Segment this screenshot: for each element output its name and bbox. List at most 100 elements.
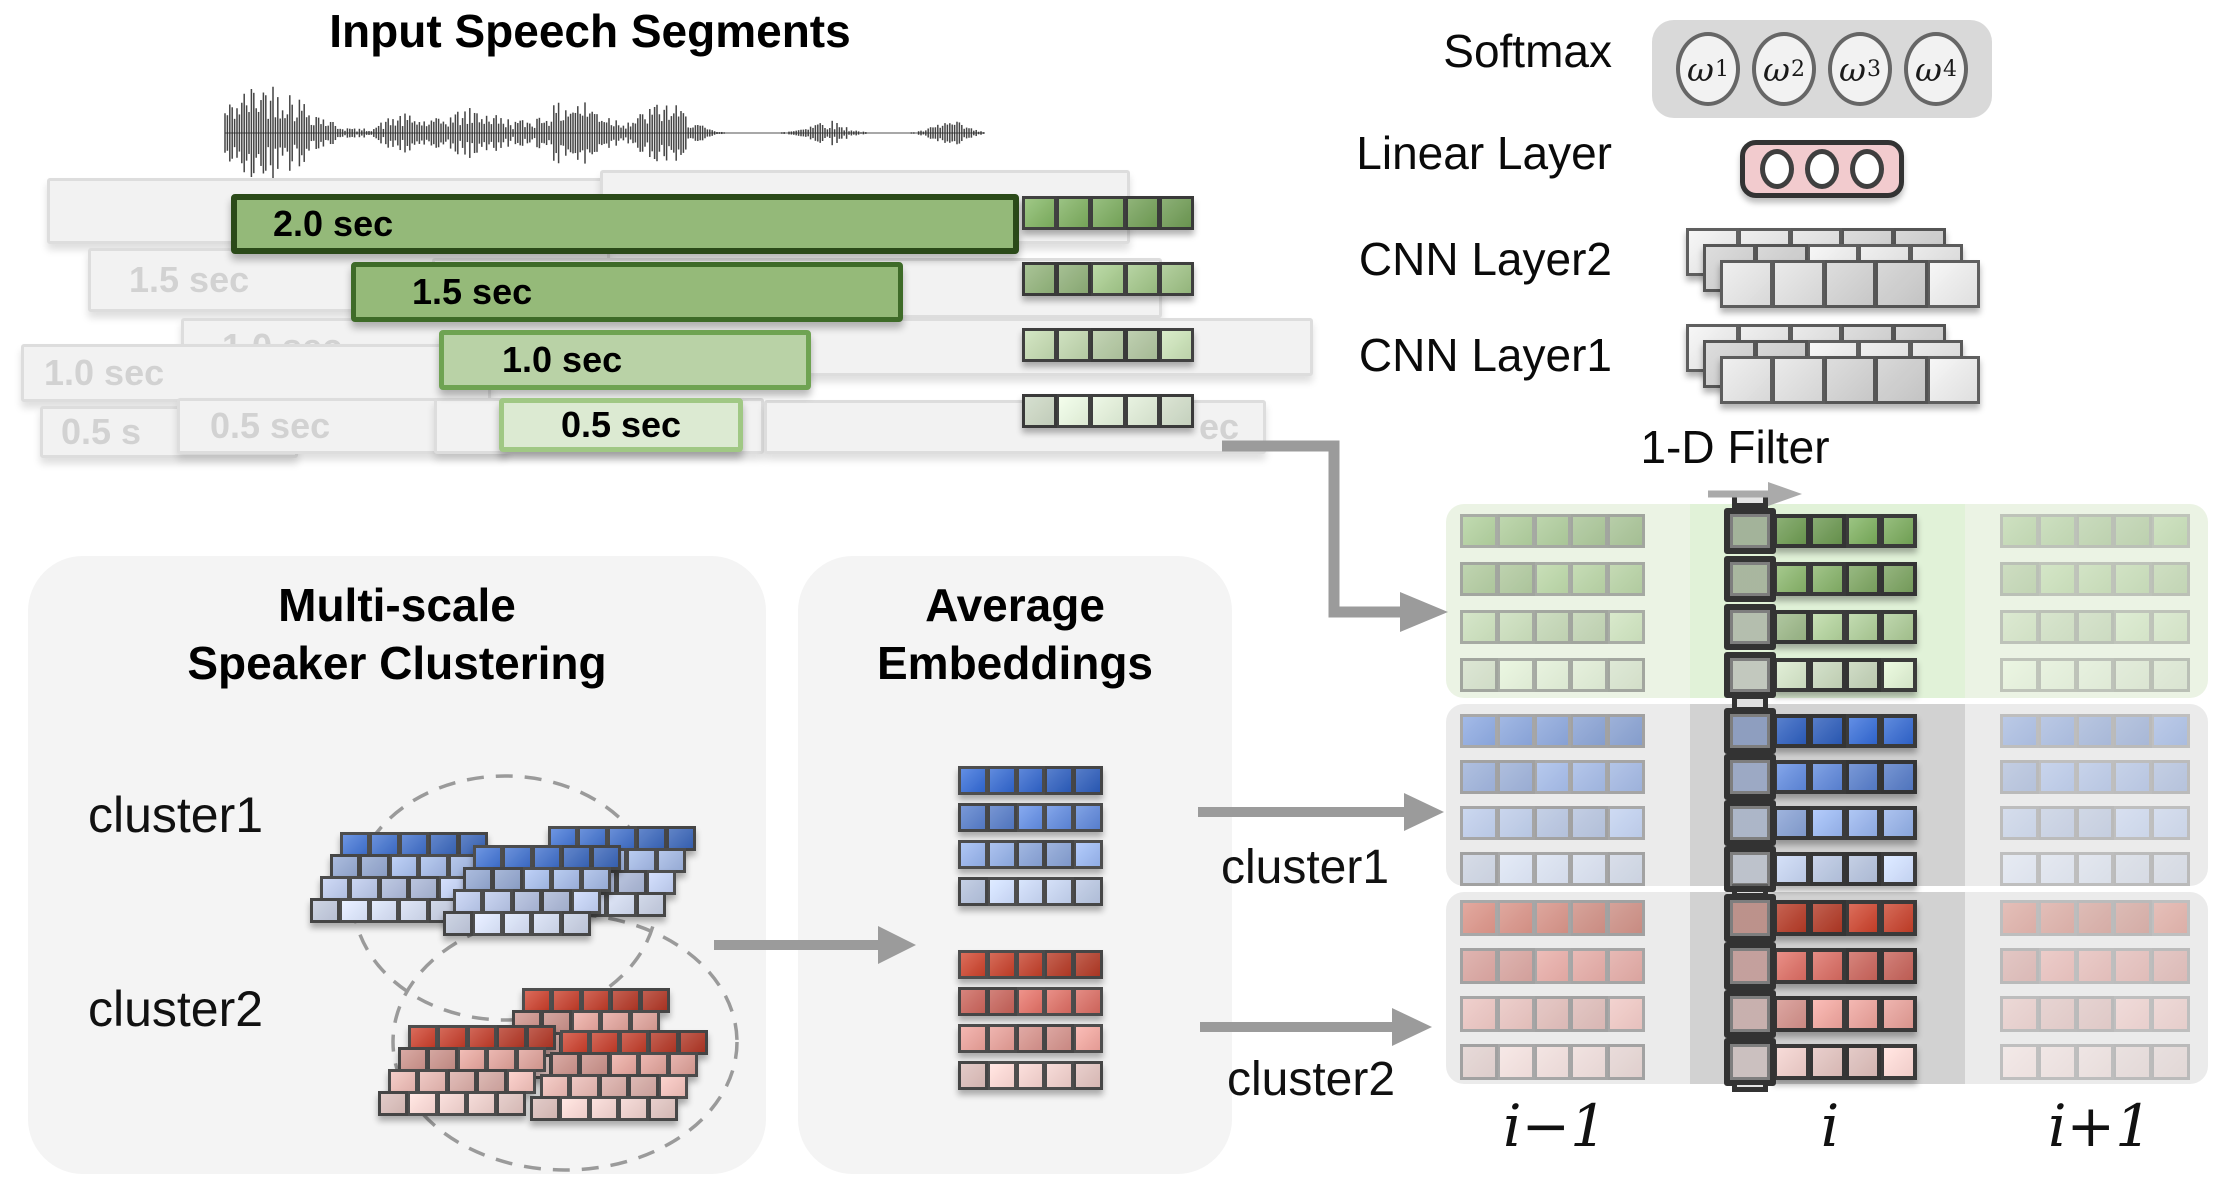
- cell: [2114, 514, 2153, 548]
- cell: [1534, 806, 1572, 840]
- matrix-red-row2-col-i-minus-1: [1460, 948, 1645, 984]
- cell: [2038, 996, 2077, 1032]
- cnn-feature-strip: [1720, 356, 1980, 404]
- cell: [2038, 514, 2077, 548]
- cell: [1460, 562, 1498, 596]
- cell: [540, 1074, 571, 1099]
- filter-ladder-cell: [1724, 652, 1776, 698]
- matrix-red-row3-filtered-cell: [1730, 996, 1770, 1032]
- cell: [526, 1025, 557, 1050]
- cell: [640, 988, 671, 1013]
- matrix-blue-row2-col-i-plus-1: [2000, 760, 2190, 794]
- matrix-blue-row4-col-i-minus-1: [1460, 852, 1645, 886]
- cell: [617, 870, 647, 895]
- cell: [1460, 610, 1498, 644]
- cell: [2114, 996, 2153, 1032]
- cell: [1571, 948, 1609, 984]
- filter-ladder-cell: [1724, 556, 1776, 602]
- cell: [532, 911, 562, 936]
- cell: [1125, 328, 1160, 362]
- cell: [1571, 658, 1609, 692]
- cell: [2076, 514, 2115, 548]
- cell: [629, 1074, 659, 1099]
- cell: [1074, 877, 1103, 906]
- cell: [1773, 900, 1810, 936]
- cell: [1571, 900, 1609, 936]
- matrix-red-row3-col-i-minus-1: [1460, 996, 1645, 1032]
- cell: [2000, 714, 2039, 748]
- cell: [1845, 900, 1882, 936]
- clustering-title-line2: Speaker Clustering: [187, 637, 607, 689]
- cluster1-pyramid-c-row4: [443, 911, 592, 936]
- ghost-window-label: 0.5 sec: [210, 405, 331, 446]
- cell: [1845, 806, 1882, 840]
- cell: [1045, 840, 1075, 869]
- cell: [1159, 394, 1195, 428]
- filter-ladder-cell: [1724, 942, 1776, 990]
- cell: [2076, 1044, 2115, 1080]
- cell: [1720, 260, 1773, 308]
- cell: [619, 1096, 649, 1121]
- cell: [1845, 1044, 1882, 1080]
- cell: [2152, 760, 2190, 794]
- cell: [1608, 948, 1645, 984]
- cell: [369, 898, 400, 923]
- cell: [1497, 760, 1535, 794]
- cell: [1074, 950, 1103, 979]
- average-embedding-grid-cluster1-row2: [958, 803, 1103, 832]
- cell: [2076, 806, 2115, 840]
- matrix-green-row4-col-i-plus-1: [2000, 658, 2190, 692]
- cell: [636, 892, 667, 917]
- average-title-line2: Embeddings: [876, 637, 1154, 689]
- matrix-col-label-i-plus-1: i+1: [2047, 1092, 2153, 1160]
- cell: [437, 1091, 468, 1116]
- cell: [2038, 806, 2077, 840]
- cell: [1881, 806, 1917, 840]
- cell: [1773, 714, 1810, 748]
- cell: [2076, 760, 2115, 794]
- input-embedding-strip-scale1: [1022, 196, 1195, 230]
- cell: [571, 889, 602, 914]
- cell: [1534, 610, 1572, 644]
- cell: [2114, 852, 2153, 886]
- cell: [560, 1030, 591, 1055]
- cell: [1608, 610, 1645, 644]
- ghost-window-label: 0.5 s: [61, 411, 142, 452]
- cell: [496, 1091, 527, 1116]
- cell: [1845, 610, 1882, 644]
- cell: [666, 826, 697, 851]
- cell: [1534, 658, 1572, 692]
- cell: [1534, 1044, 1572, 1080]
- matrix-green-row3-col-i: [1773, 610, 1917, 644]
- cell: [1773, 562, 1810, 596]
- cell: [1045, 1024, 1075, 1053]
- cell: [1460, 996, 1498, 1032]
- cell: [522, 988, 553, 1013]
- filter-ladder-stub: [1732, 1080, 1768, 1092]
- cell: [1159, 262, 1195, 296]
- segment-bar-0.5sec: 0.5 sec: [499, 398, 743, 452]
- cell: [1772, 260, 1825, 308]
- cluster2-pyramid-b-row4: [378, 1091, 527, 1116]
- cell: [2152, 948, 2190, 984]
- filter-label: 1-D Filter: [1640, 421, 1830, 473]
- arrow-average-to-matrix-cluster1: [1198, 793, 1444, 831]
- cell: [1534, 996, 1572, 1032]
- cell: [532, 845, 563, 870]
- filter-ladder-cell: [1724, 800, 1776, 846]
- cell: [1845, 852, 1882, 886]
- segment-bar-label: 1.5 sec: [412, 271, 533, 312]
- cell: [958, 840, 988, 869]
- cell: [987, 840, 1017, 869]
- cell: [1045, 803, 1075, 832]
- cell: [1534, 514, 1572, 548]
- cell: [1022, 394, 1058, 428]
- cell: [2152, 610, 2190, 644]
- cell: [1497, 996, 1535, 1032]
- omega-subscript: 4: [1942, 56, 1957, 82]
- cell: [1809, 996, 1846, 1032]
- cell: [1460, 852, 1498, 886]
- cell: [1881, 948, 1917, 984]
- average-title-line1: Average: [925, 579, 1105, 631]
